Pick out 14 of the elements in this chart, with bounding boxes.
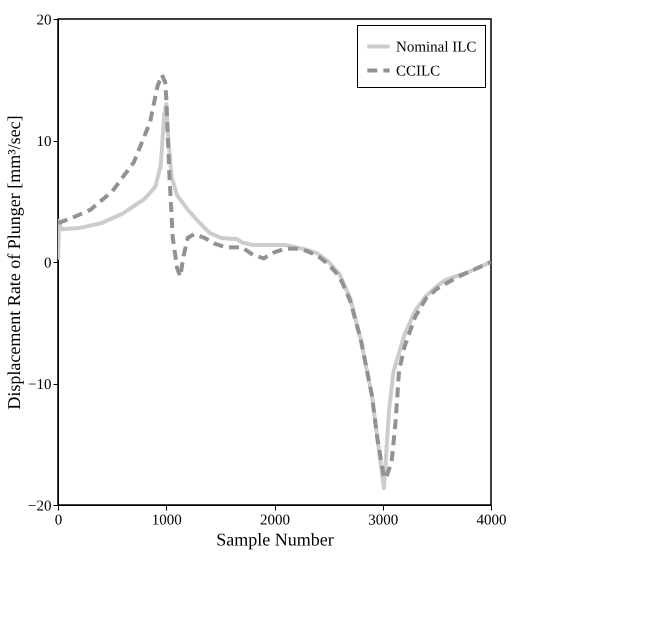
x-tick-label: 3000	[368, 512, 398, 528]
y-tick-label: 20	[36, 12, 52, 28]
x-tick-label: 4000	[476, 512, 506, 528]
x-axis-title: Sample Number	[216, 530, 334, 550]
legend-label: Nominal ILC	[396, 40, 476, 56]
x-tick-label: 2000	[260, 512, 290, 528]
y-tick-label: 10	[36, 134, 52, 150]
y-tick-label: −10	[28, 377, 52, 393]
y-axis-title: Displacement Rate of Plunger [mm³/sec]	[4, 115, 24, 410]
x-tick-label: 1000	[152, 512, 182, 528]
y-tick-label: 0	[44, 256, 52, 272]
legend-label: CCILC	[396, 64, 440, 80]
x-tick-label: 0	[54, 512, 62, 528]
y-tick-label: −20	[28, 498, 52, 514]
